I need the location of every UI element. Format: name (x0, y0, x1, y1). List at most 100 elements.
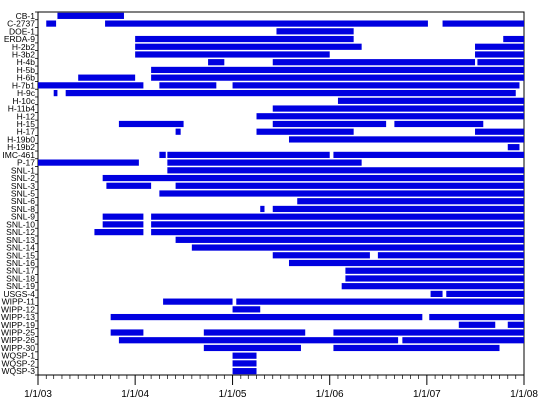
y-tick-label: SNL-1 (11, 165, 35, 175)
y-tick-label: H-9c (17, 88, 36, 98)
interval-bar (135, 51, 330, 58)
y-tick-label: H-12 (17, 111, 36, 121)
x-tick-label: 1/1/04 (121, 389, 149, 400)
x-axis: 1/1/03 1/1/04 1/1/05 1/1/06 1/1/07 1/1/08 (24, 375, 538, 400)
interval-bar (135, 35, 354, 43)
y-tick-label: DOE-1 (9, 26, 35, 36)
interval-bar (272, 205, 524, 213)
interval-bar (175, 128, 181, 135)
interval-bar (297, 198, 524, 205)
interval-bar (256, 113, 524, 120)
interval-bar (102, 221, 144, 228)
y-tick-label: WIPP-19 (1, 320, 35, 330)
interval-bar (276, 28, 354, 35)
interval-bar (477, 59, 524, 66)
interval-bar (94, 229, 144, 236)
interval-bar (272, 252, 370, 259)
y-axis-labels: CB-1C-2737DOE-1ERDA-9H-2b2H-3b2H-4bH-5bH… (1, 11, 36, 376)
interval-bar (475, 43, 524, 50)
y-tick-label: WQSP-2 (1, 358, 35, 368)
y-tick-label: SNL-10 (6, 219, 35, 229)
interval-bar (475, 128, 524, 135)
y-tick-label: P-17 (17, 158, 35, 168)
y-tick-label: H-7b1 (12, 80, 35, 90)
y-tick-label: H-11b4 (8, 104, 36, 114)
interval-bar (65, 89, 516, 97)
interval-bar (118, 120, 184, 128)
interval-bar (232, 352, 257, 359)
y-tick-label: H-19b2 (7, 142, 35, 152)
y-tick-label: WQSP-3 (1, 366, 35, 376)
interval-bar (105, 20, 428, 27)
interval-bar (175, 182, 524, 189)
y-tick-label: H-10c (12, 96, 35, 106)
interval-bar (151, 66, 525, 74)
interval-bar (272, 105, 524, 112)
y-tick-label: SNL-18 (6, 273, 35, 283)
interval-bar (333, 151, 524, 158)
interval-bar (442, 20, 524, 27)
interval-bar (232, 368, 257, 375)
interval-bar (232, 306, 261, 313)
interval-bar (78, 74, 136, 81)
interval-bar (260, 205, 265, 213)
y-tick-label: WIPP-25 (1, 328, 35, 338)
interval-bar (38, 82, 144, 89)
interval-bar (507, 321, 524, 328)
interval-bar (106, 182, 152, 189)
interval-bar (159, 82, 217, 89)
y-tick-label: H-3b2 (12, 49, 35, 59)
x-tick-label: 1/1/06 (316, 389, 344, 400)
interval-bar (46, 20, 57, 27)
interval-bar (102, 174, 525, 182)
interval-bars (38, 12, 525, 375)
interval-bar (345, 275, 524, 282)
y-tick-label: H-6b (17, 73, 36, 83)
y-tick-label: H-2b2 (12, 42, 35, 52)
interval-bar (429, 313, 524, 321)
y-tick-label: SNL-5 (11, 189, 35, 199)
interval-bar (288, 259, 524, 267)
interval-bar (272, 120, 387, 128)
interval-bar (151, 213, 525, 220)
y-tick-label: SNL-9 (11, 212, 35, 222)
y-tick-label: WIPP-26 (1, 335, 35, 345)
y-tick-label: H-4b (17, 57, 36, 67)
interval-bar (102, 213, 144, 220)
interval-bar (151, 221, 525, 228)
interval-bar (475, 51, 524, 58)
x-tick-label: 1/1/07 (413, 389, 441, 400)
interval-bar (167, 159, 362, 166)
y-tick-label: WQSP-1 (1, 351, 35, 361)
interval-bar (333, 329, 524, 336)
y-tick-label: SNL-16 (6, 258, 35, 268)
interval-bar (394, 120, 484, 128)
interval-bar (503, 35, 524, 43)
interval-bar (236, 298, 524, 305)
interval-bar (159, 190, 524, 197)
interval-bar (151, 229, 525, 236)
y-tick-label: SNL-13 (6, 235, 35, 245)
interval-bar (167, 151, 330, 158)
interval-bar (345, 267, 524, 274)
interval-bar (167, 167, 524, 174)
interval-bar (57, 12, 124, 19)
y-tick-label: SNL-8 (11, 204, 35, 214)
y-tick-label: WIPP-12 (1, 304, 35, 314)
y-tick-label: SNL-6 (11, 196, 35, 206)
y-tick-label: IMC-461 (2, 150, 35, 160)
y-tick-label: SNL-2 (11, 173, 35, 183)
y-tick-label: SNL-15 (6, 250, 35, 260)
interval-bar (232, 82, 520, 89)
interval-bar (151, 74, 525, 81)
interval-bar (272, 59, 476, 66)
interval-bar (38, 159, 139, 166)
y-tick-label: SNL-14 (6, 243, 35, 253)
y-tick-label: USGS-4 (3, 289, 35, 299)
interval-bar (159, 151, 166, 158)
interval-bar (402, 337, 524, 344)
interval-bar (118, 337, 399, 344)
x-tick-label: 1/1/08 (510, 389, 538, 400)
interval-bar (110, 313, 423, 321)
